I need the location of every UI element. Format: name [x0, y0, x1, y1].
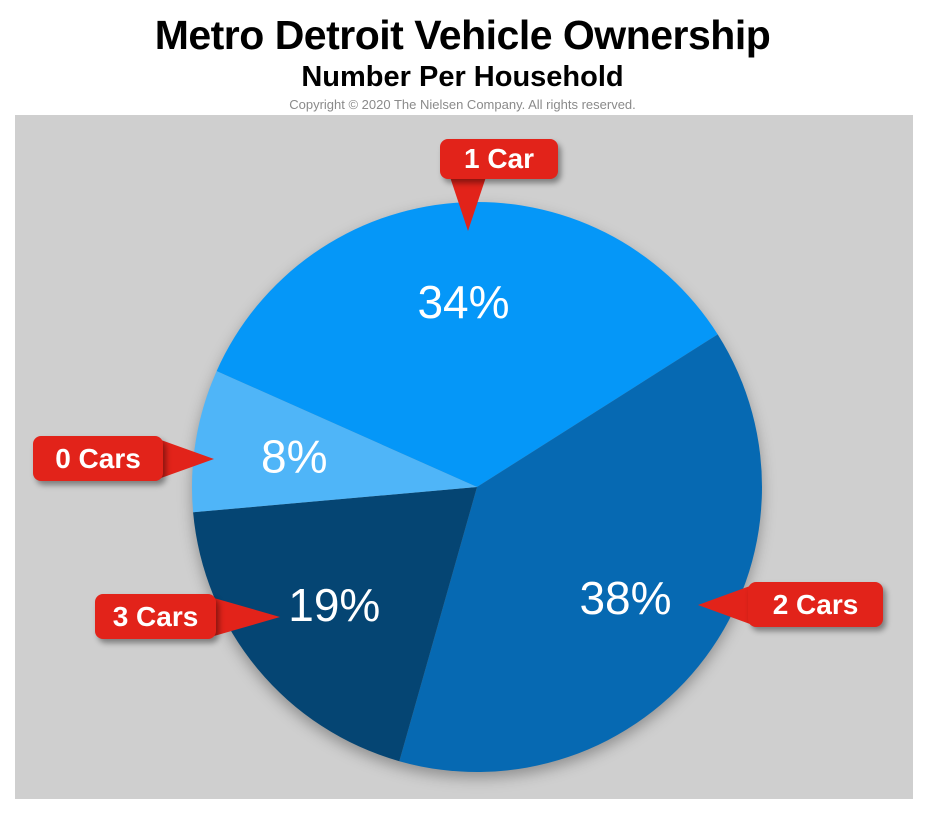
- callout-label: 3 Cars: [95, 594, 216, 639]
- callout-label: 0 Cars: [33, 436, 163, 481]
- pie-slice-1-car: [216, 201, 718, 487]
- page-subtitle: Number Per Household: [301, 61, 624, 93]
- slice-label-1-car: 34%: [417, 276, 509, 328]
- pie-slice-0-cars: [191, 371, 477, 513]
- pie-chart: 34% 38% 19% 8%: [191, 201, 762, 772]
- slice-label-0-cars: 8%: [261, 431, 327, 483]
- copyright-text: Copyright © 2020 The Nielsen Company. Al…: [289, 97, 636, 112]
- slice-label-3-cars: 19%: [288, 579, 380, 631]
- pie-slice-labels: 34% 38% 19% 8%: [261, 276, 671, 631]
- pie-slice-3-cars: [193, 487, 477, 762]
- page-title: Metro Detroit Vehicle Ownership: [154, 12, 771, 58]
- chart-panel: 34% 38% 19% 8% 1 Car 0 Cars 3 Cars 2 Cars: [15, 115, 913, 799]
- callout-label: 2 Cars: [748, 582, 883, 627]
- slice-label-2-cars: 38%: [579, 572, 671, 624]
- pie-slice-2-cars: [399, 334, 762, 772]
- callout-label: 1 Car: [440, 139, 558, 179]
- pie-slices: [191, 201, 762, 772]
- chart-header: Metro Detroit Vehicle Ownership Number P…: [0, 0, 925, 112]
